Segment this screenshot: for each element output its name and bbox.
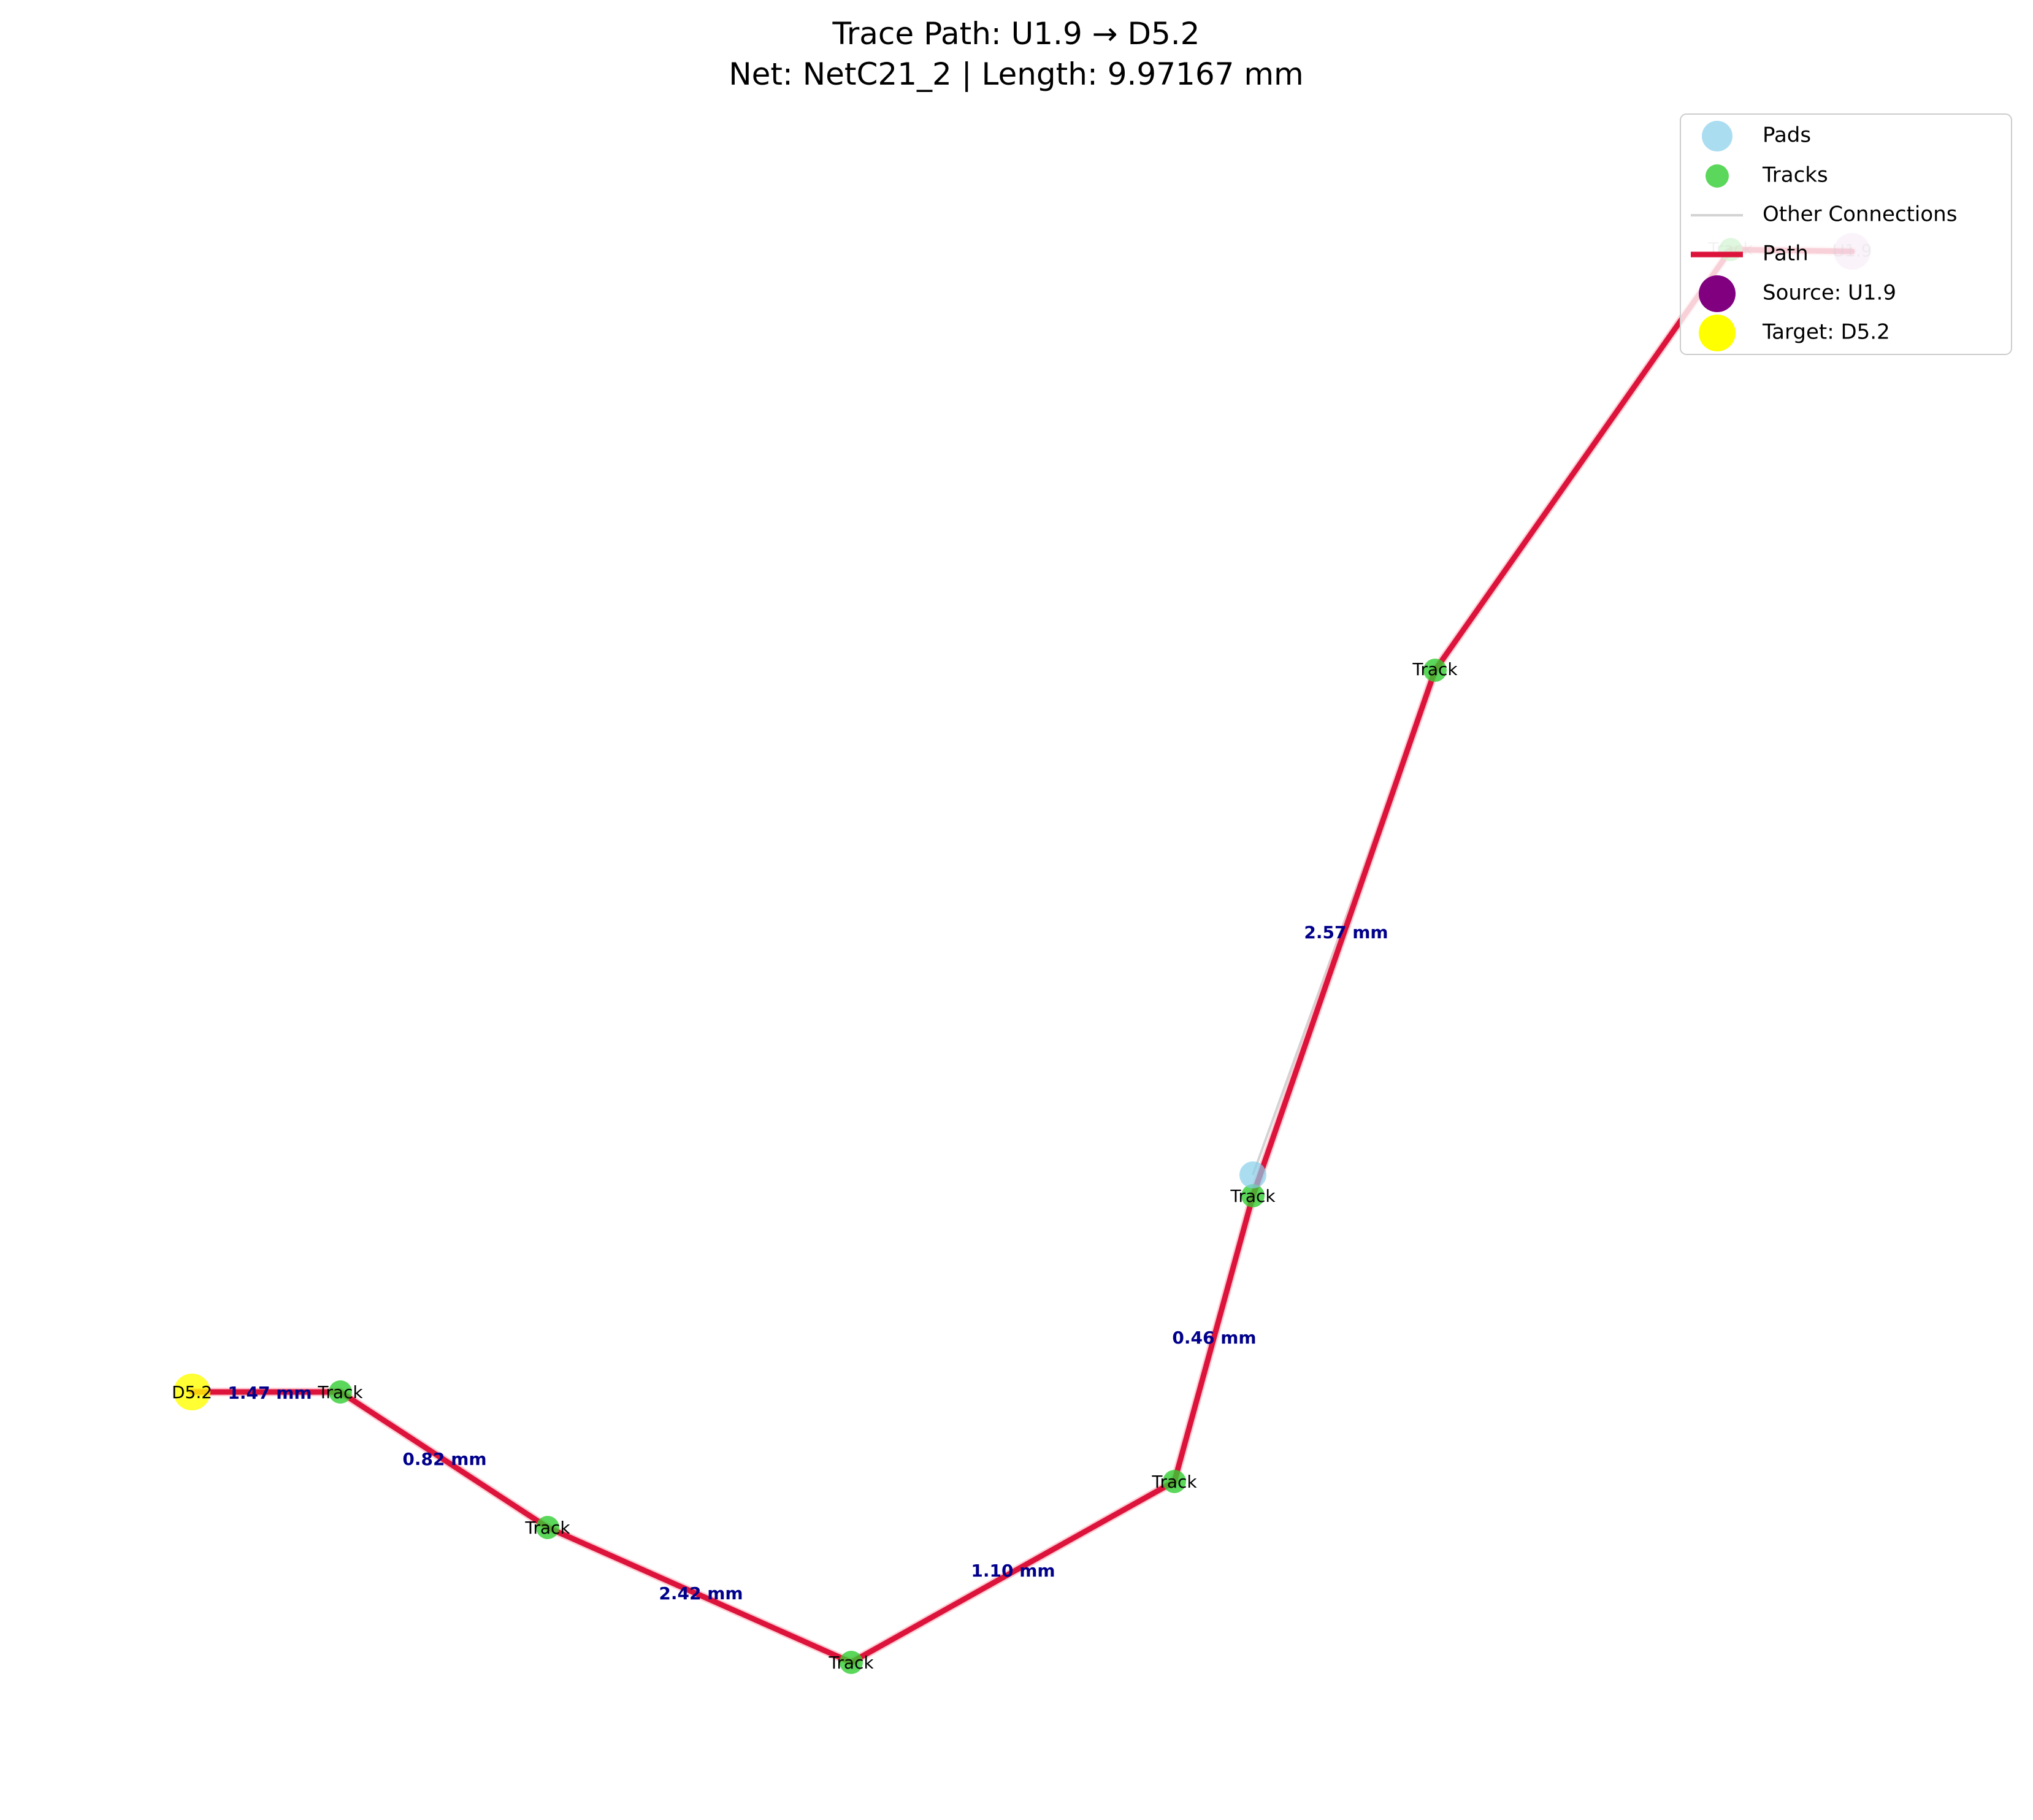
segment-length-label: 2.57 mm [1304, 922, 1388, 942]
legend-label: Pads [1763, 123, 1811, 148]
legend-track-marker-icon [1706, 164, 1729, 188]
node-label: Track [1230, 1186, 1276, 1206]
segment-length-label: 1.47 mm [228, 1383, 312, 1403]
path-segment [1250, 667, 1438, 1199]
node-label: Track [524, 1518, 570, 1538]
path-segment [1171, 1193, 1256, 1485]
path-segment [545, 1524, 854, 1665]
legend-label: Tracks [1762, 163, 1828, 188]
segment-length-label: 0.46 mm [1172, 1328, 1256, 1348]
legend-source-marker-icon [1699, 275, 1736, 312]
legend-label: Source: U1.9 [1763, 281, 1896, 305]
diagram-subtitle: Net: NetC21_2 | Length: 9.97167 mm [729, 56, 1304, 92]
legend-label: Path [1763, 242, 1809, 266]
path-segment [848, 1478, 1177, 1665]
target-node [174, 1374, 210, 1410]
track-node [840, 1651, 863, 1674]
track-node [1241, 1184, 1265, 1207]
legend-label: Target: D5.2 [1762, 320, 1890, 345]
track-node [1163, 1470, 1186, 1493]
segment-length-label: 2.42 mm [659, 1583, 743, 1604]
pad-node [1239, 1161, 1266, 1188]
legend-pad-marker-icon [1702, 121, 1732, 151]
node-label: D5.2 [172, 1382, 212, 1402]
legend-label: Other Connections [1763, 202, 1957, 227]
track-node [329, 1380, 352, 1404]
diagram-title: Trace Path: U1.9 → D5.2 [832, 16, 1200, 52]
segment-length-label: 1.10 mm [971, 1561, 1055, 1581]
track-node [536, 1516, 559, 1539]
legend-box [1680, 113, 2012, 355]
legend-items: Pads Tracks Other Connections Path Source: U… [1691, 121, 1957, 351]
legend-target-marker-icon [1699, 315, 1736, 351]
segment-length-label: 0.82 mm [402, 1449, 486, 1469]
legend: Pads Tracks Other Connections Path Source: U… [1680, 113, 2012, 355]
node-label: Track [1151, 1472, 1197, 1492]
node-label: Track [828, 1653, 874, 1673]
segment-length-labels: 2.57 mm 0.46 mm 1.10 mm 2.42 mm 0.82 mm 1.47 … [228, 922, 1388, 1604]
node-label: Track [1412, 659, 1458, 679]
node-label: Track [317, 1382, 363, 1402]
track-node [1423, 659, 1447, 682]
path-segment [337, 1389, 551, 1531]
